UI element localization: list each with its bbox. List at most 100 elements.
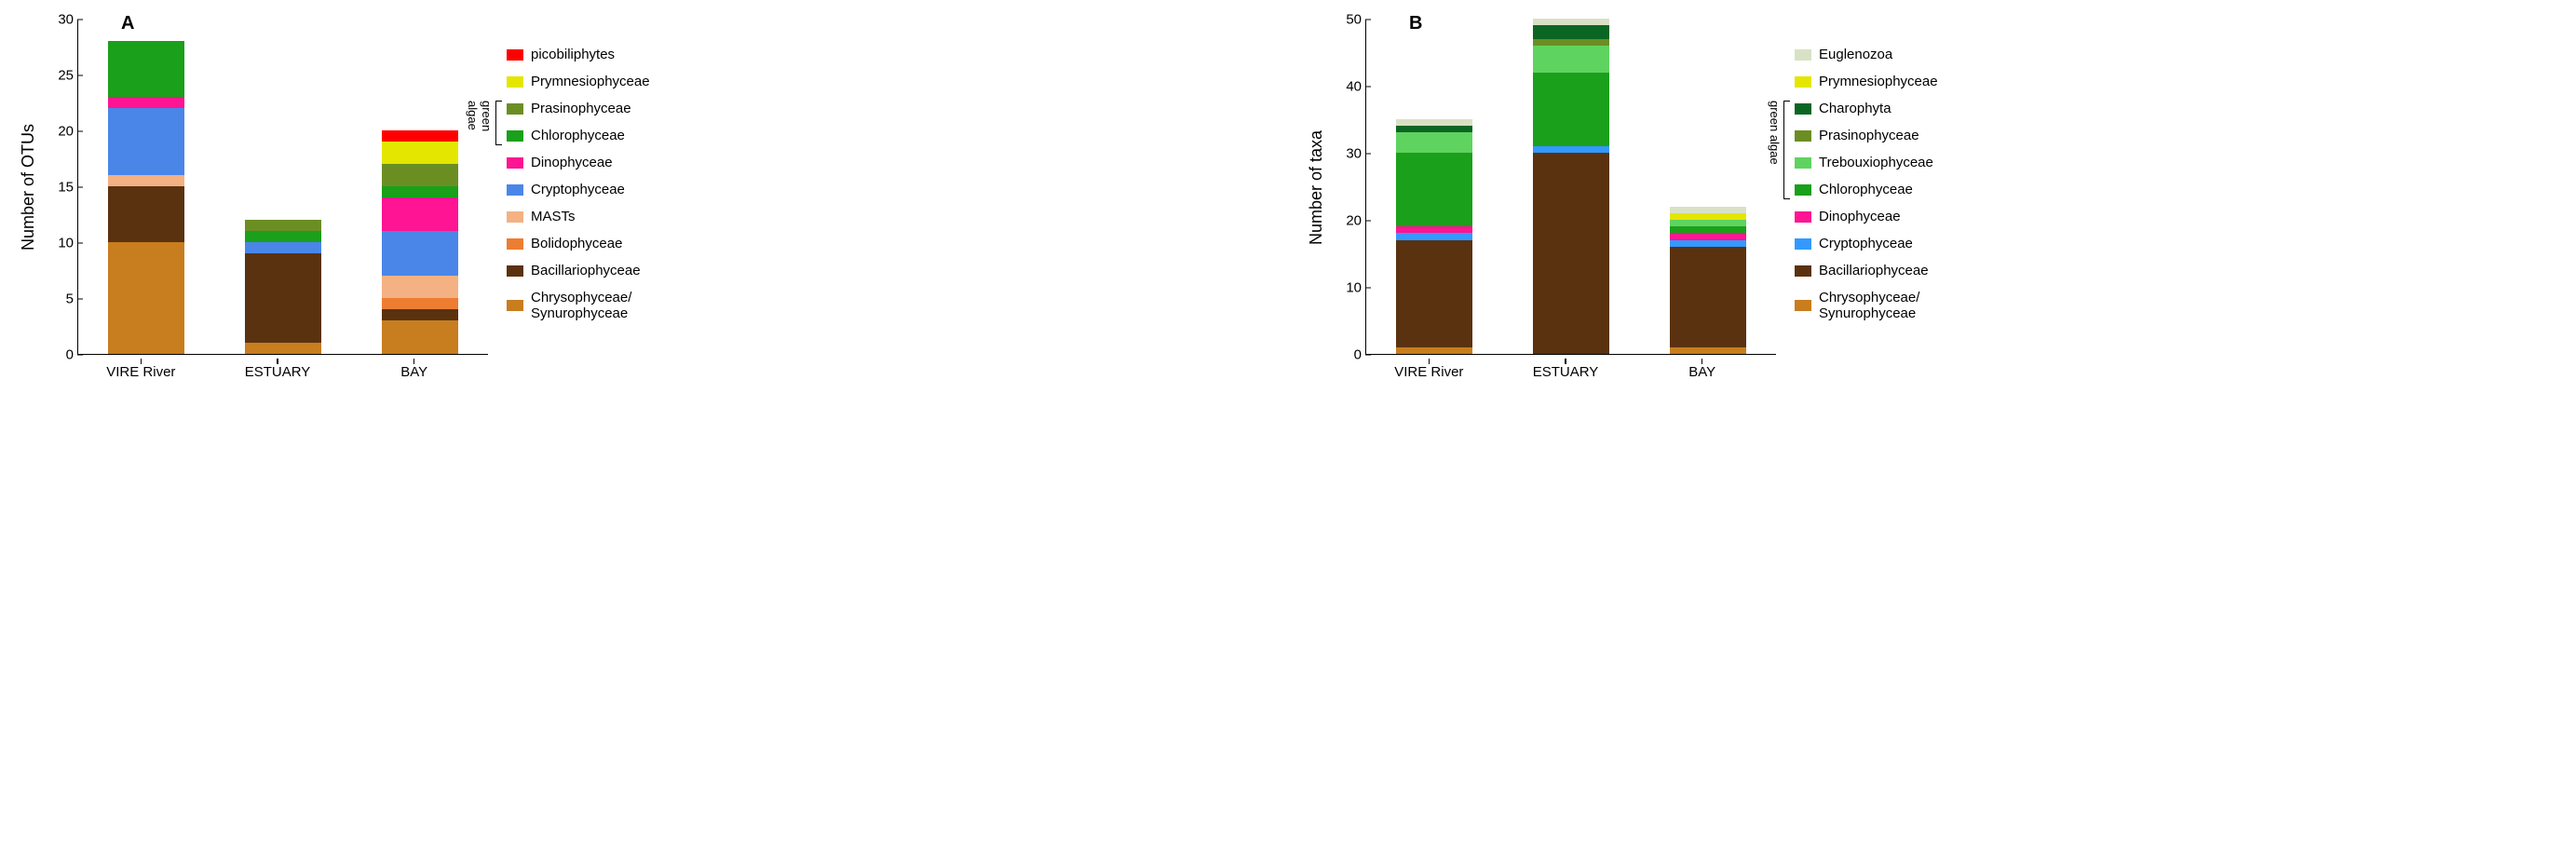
x-category-column: ESTUARY xyxy=(210,359,346,380)
bar-segment-bacillariophyceae xyxy=(382,309,458,320)
y-tick-label: 20 xyxy=(1346,213,1362,229)
bar-segment-dinophyceae xyxy=(108,97,184,108)
bar-segment-cryptophyceae xyxy=(108,108,184,175)
bar-group xyxy=(1670,207,1746,354)
bar-segment-bolidophyceae xyxy=(382,298,458,309)
legend-label: Prasinophyceae xyxy=(531,101,631,116)
bar-segment-prasinophyceae xyxy=(382,164,458,186)
bar-segment-dinophyceae xyxy=(1670,233,1746,239)
bar-segment-prymnesiophyceae xyxy=(382,142,458,164)
legend-swatch xyxy=(1795,184,1811,196)
legend-swatch xyxy=(507,49,523,61)
panel-b: BNumber of taxa01020304050VIRE RiverESTU… xyxy=(1307,19,2557,380)
x-label: VIRE River xyxy=(1361,364,1498,380)
x-label: VIRE River xyxy=(73,364,210,380)
stacked-bar xyxy=(1533,19,1609,354)
y-tick-label: 25 xyxy=(58,68,74,84)
bar-segment-trebouxiophyceae xyxy=(1670,220,1746,226)
green-algae-label: green algae xyxy=(1768,101,1782,197)
bar-segment-trebouxiophyceae xyxy=(1396,132,1472,153)
bar-segment-cryptophyceae xyxy=(1396,233,1472,239)
legend-label: Charophyta xyxy=(1819,101,1891,116)
bar-group xyxy=(1533,19,1609,354)
legend-item-bacillariophyceae: Bacillariophyceae xyxy=(1795,263,1938,278)
bar-group xyxy=(108,41,184,354)
y-tick-label: 5 xyxy=(66,292,74,307)
bar-segment-chlorophyceae xyxy=(1533,73,1609,146)
plot-area xyxy=(78,19,488,355)
y-tick-label: 10 xyxy=(58,236,74,251)
y-tick-label: 30 xyxy=(1346,146,1362,162)
legend-label: Cryptophyceae xyxy=(1819,236,1913,251)
green-algae-bracket xyxy=(495,101,502,145)
y-tick-label: 20 xyxy=(58,124,74,140)
bar-segment-bacillariophyceae xyxy=(1533,153,1609,354)
stacked-bar xyxy=(245,220,321,354)
legend-item-cryptophyceae: Cryptophyceae xyxy=(1795,236,1938,251)
bar-segment-charophyta xyxy=(1533,25,1609,38)
bar-segment-cryptophyceae xyxy=(245,242,321,253)
legend-item-dinophyceae: Dinophyceae xyxy=(1795,209,1938,224)
bar-segment-chrysophyceae xyxy=(1396,347,1472,354)
bar-segment-cryptophyceae xyxy=(1670,240,1746,247)
legend-label: Trebouxiophyceae xyxy=(1819,155,1933,170)
bar-segment-masts xyxy=(382,276,458,298)
legend-swatch xyxy=(507,130,523,142)
y-tick-label: 0 xyxy=(1354,347,1362,363)
figure-container: ANumber of OTUs051015202530VIRE RiverEST… xyxy=(19,19,2557,380)
bar-segment-chlorophyceae xyxy=(382,186,458,197)
stacked-bar xyxy=(1670,207,1746,354)
y-tick-label: 15 xyxy=(58,180,74,196)
bar-segment-dinophyceae xyxy=(382,197,458,231)
legend-label: Chlorophyceae xyxy=(1819,182,1913,197)
bar-group xyxy=(382,130,458,354)
legend-swatch xyxy=(507,300,523,311)
bar-segment-trebouxiophyceae xyxy=(1533,46,1609,73)
legend-swatch xyxy=(1795,76,1811,88)
legend-item-trebouxiophyceae: Trebouxiophyceae xyxy=(1795,155,1938,170)
legend-swatch xyxy=(1795,300,1811,311)
legend-label: Bacillariophyceae xyxy=(531,263,641,278)
green-algae-bracket xyxy=(1783,101,1790,199)
legend-item-chrysophyceae: Chrysophyceae/ Synurophyceae xyxy=(507,290,650,321)
bar-segment-cryptophyceae xyxy=(382,231,458,276)
legend-item-bacillariophyceae: Bacillariophyceae xyxy=(507,263,650,278)
legend-swatch xyxy=(507,157,523,169)
y-axis-label: Number of taxa xyxy=(1307,20,1326,355)
bar-segment-euglenozoa xyxy=(1396,119,1472,126)
legend-swatch xyxy=(1795,238,1811,250)
legend-swatch xyxy=(507,76,523,88)
chart-area-a: ANumber of OTUs051015202530VIRE RiverEST… xyxy=(19,19,488,380)
legend-label: Dinophyceae xyxy=(1819,209,1901,224)
bar-segment-prasinophyceae xyxy=(245,220,321,231)
y-tick-label: 0 xyxy=(66,347,74,363)
bar-segment-chrysophyceae xyxy=(382,320,458,354)
legend-label: Chrysophyceae/ Synurophyceae xyxy=(1819,290,1919,321)
legend-label: Chlorophyceae xyxy=(531,128,625,143)
bar-segment-bacillariophyceae xyxy=(108,186,184,242)
legend-item-charophyta: Charophyta xyxy=(1795,101,1938,116)
bar-segment-bacillariophyceae xyxy=(245,253,321,343)
bar-segment-chlorophyceae xyxy=(1396,153,1472,226)
bar-segment-chrysophyceae xyxy=(245,343,321,354)
legend-item-prasinophyceae: Prasinophyceae xyxy=(1795,128,1938,143)
legend-label: Bacillariophyceae xyxy=(1819,263,1929,278)
legend-swatch xyxy=(507,238,523,250)
x-label: ESTUARY xyxy=(1498,364,1634,380)
bar-segment-picobiliphytes xyxy=(382,130,458,142)
y-axis-label: Number of OTUs xyxy=(19,20,38,355)
x-category-column: VIRE River xyxy=(1361,359,1498,380)
legend-swatch xyxy=(507,184,523,196)
x-category-column: BAY xyxy=(1634,359,1770,380)
legend-label: Prymnesiophyceae xyxy=(531,74,650,89)
legend-swatch xyxy=(1795,130,1811,142)
bar-group xyxy=(1396,119,1472,354)
plot-area xyxy=(1366,19,1776,355)
legend-b: EuglenozoaPrymnesiophyceaeCharophytaPras… xyxy=(1795,47,1938,321)
x-label: ESTUARY xyxy=(210,364,346,380)
bar-segment-chrysophyceae xyxy=(108,242,184,354)
x-label: BAY xyxy=(1634,364,1770,380)
legend-swatch xyxy=(1795,265,1811,277)
y-axis: 051015202530 xyxy=(44,20,78,355)
legend-label: Prymnesiophyceae xyxy=(1819,74,1938,89)
